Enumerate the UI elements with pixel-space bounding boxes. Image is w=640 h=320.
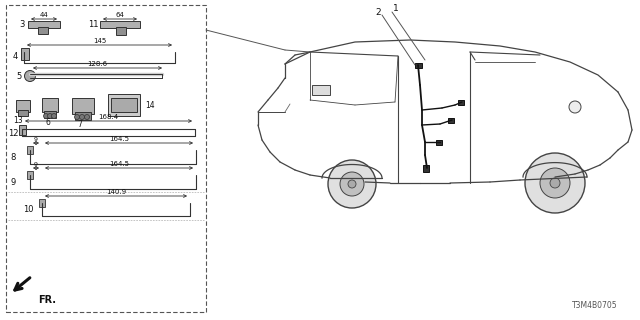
Bar [21, 48, 29, 60]
Circle shape [47, 114, 52, 118]
Text: 145: 145 [93, 38, 106, 44]
Circle shape [340, 172, 364, 196]
Bar [116, 27, 126, 35]
Bar [312, 85, 330, 95]
Text: 9: 9 [34, 137, 38, 141]
Circle shape [79, 115, 84, 119]
Text: 10: 10 [23, 204, 33, 213]
Text: 8: 8 [10, 153, 16, 162]
Bar [100, 21, 140, 28]
Text: 5: 5 [17, 71, 22, 81]
Bar [27, 146, 33, 154]
Text: 4: 4 [12, 52, 18, 60]
Text: 164.5: 164.5 [109, 136, 129, 142]
Circle shape [44, 114, 49, 118]
Text: 64: 64 [116, 12, 124, 18]
Circle shape [540, 168, 570, 198]
Bar [16, 100, 30, 112]
Bar [44, 111, 56, 118]
Text: 3: 3 [19, 20, 25, 28]
Circle shape [569, 101, 581, 113]
Bar [436, 140, 442, 145]
Text: 7: 7 [77, 119, 83, 129]
Text: 9: 9 [10, 178, 15, 187]
Bar [18, 110, 28, 116]
Text: T3M4B0705: T3M4B0705 [572, 300, 618, 309]
Bar [28, 21, 60, 28]
Text: 164.5: 164.5 [109, 161, 129, 167]
Circle shape [348, 180, 356, 188]
Circle shape [550, 178, 560, 188]
Text: 11: 11 [88, 20, 99, 28]
Text: 168.4: 168.4 [99, 114, 118, 120]
Circle shape [24, 70, 35, 82]
Text: FR.: FR. [38, 295, 56, 305]
Bar [448, 118, 454, 123]
Text: 2: 2 [375, 7, 381, 17]
Bar [19, 125, 26, 135]
Bar [38, 27, 48, 34]
Bar [39, 199, 45, 207]
Text: 9: 9 [34, 162, 38, 166]
Circle shape [328, 160, 376, 208]
Text: 1: 1 [393, 4, 399, 12]
Bar [423, 165, 429, 172]
Circle shape [84, 115, 90, 119]
Text: 140.9: 140.9 [106, 189, 126, 195]
Text: 12: 12 [8, 129, 19, 138]
Bar [415, 63, 422, 68]
Bar [111, 98, 137, 112]
Text: 13: 13 [13, 116, 23, 124]
Text: 128.6: 128.6 [88, 61, 108, 67]
Circle shape [525, 153, 585, 213]
Bar [6, 5, 206, 312]
Bar [458, 100, 464, 105]
Circle shape [74, 115, 79, 119]
Bar [108, 94, 140, 116]
Text: 14: 14 [145, 100, 155, 109]
Text: 6: 6 [45, 117, 51, 126]
Bar [42, 98, 58, 112]
Circle shape [51, 114, 56, 118]
Text: 44: 44 [40, 12, 49, 18]
Bar [27, 171, 33, 179]
Bar [72, 98, 94, 114]
Bar [75, 112, 91, 120]
